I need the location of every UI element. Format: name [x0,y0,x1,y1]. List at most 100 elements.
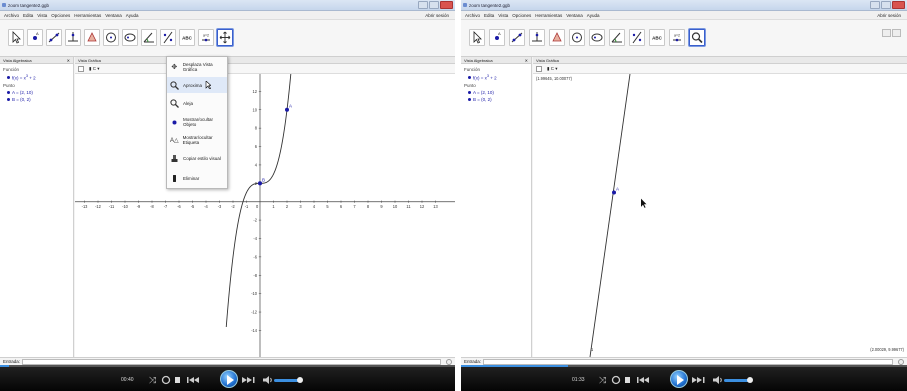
sign-in-link[interactable]: Abrir sesión [425,13,449,18]
angle-tool[interactable] [609,29,625,46]
previous-icon[interactable] [187,377,199,383]
point-tool[interactable]: A [27,29,43,46]
menu-item-show-hide-label[interactable]: A△ Mostrar/ocultar Etiqueta [167,132,227,148]
visibility-dot-icon[interactable] [468,97,471,101]
sign-in-link[interactable]: Abrir sesión [877,13,901,18]
redo-button[interactable] [892,29,901,37]
menu-ventana[interactable]: Ventana [566,13,583,18]
stop-icon[interactable] [175,377,180,383]
repeat-icon[interactable] [161,375,171,385]
close-view-icon[interactable]: ✕ [524,58,528,63]
menu-item-show-hide-object[interactable]: Mostrar/ocultar Objeto [167,114,227,130]
menu-edita[interactable]: Edita [484,13,495,18]
text-tool[interactable]: ABC [179,29,195,46]
polygon-tool[interactable] [84,29,100,46]
undo-button[interactable] [882,29,891,37]
previous-icon[interactable] [637,377,649,383]
function-curve-f[interactable] [225,74,292,328]
menu-opciones[interactable]: Opciones [512,13,532,18]
point-tool[interactable]: A [489,29,505,46]
category-funcion[interactable]: Función [3,67,20,72]
zoom-in-tool[interactable] [689,29,705,46]
minimize-button[interactable] [870,1,880,9]
close-button[interactable] [892,1,905,9]
category-funcion[interactable]: Función [464,67,481,72]
polygon-tool[interactable] [549,29,565,46]
coordinate-plane[interactable]: -13 -12 -11 -10 -9 -8 -7 -6 -5 -4 -3 -2 -1 0 1 2 3 4 5 6 7 8 9… [75,74,455,357]
move-tool[interactable] [469,29,485,46]
point-a[interactable] [612,190,616,195]
menu-herramientas[interactable]: Herramientas [74,13,102,18]
next-icon[interactable] [692,377,705,383]
repeat-icon[interactable] [611,375,621,385]
menu-vista[interactable]: Vista [37,13,48,18]
volume-slider[interactable] [724,377,753,383]
perpendicular-tool[interactable] [65,29,81,46]
algebra-object-f[interactable]: f(x) = x3 + 2 [3,73,70,82]
stop-icon[interactable] [625,377,630,383]
category-punto[interactable]: Punto [3,82,15,88]
graphics-canvas[interactable]: -13 -12 -11 -10 -9 -8 -7 -6 -5 -4 -3 -2 -1 0 1 2 3 4 5 6 7 8 9… [75,74,455,357]
angle-tool[interactable] [141,29,157,46]
slider-tool[interactable]: a=2 [669,29,685,46]
line-tool[interactable] [46,29,62,46]
menu-ayuda[interactable]: Ayuda [125,13,139,18]
style-bar-options[interactable]: ▮ C ▾ [89,66,100,71]
algebra-object-b[interactable]: B = (0, 2) [464,96,528,103]
reflect-tool[interactable] [160,29,176,46]
visibility-dot-icon[interactable] [468,75,471,79]
perpendicular-tool[interactable] [529,29,545,46]
input-help-icon[interactable] [898,359,904,365]
close-button[interactable] [440,1,453,9]
menu-item-delete[interactable]: Eliminar [167,170,227,186]
shuffle-icon[interactable]: ⤨ [149,376,157,386]
maximize-button[interactable] [429,1,439,9]
point-b[interactable] [258,181,262,186]
reflect-tool[interactable] [629,29,645,46]
algebra-object-f[interactable]: f(x) = x3 + 2 [464,73,528,82]
text-tool[interactable]: ABC [649,29,665,46]
move-graphics-view-tool[interactable] [217,29,233,46]
line-tool[interactable] [509,29,525,46]
play-button[interactable] [220,370,238,388]
menu-edita[interactable]: Edita [23,13,34,18]
axes-toggle[interactable] [536,66,542,72]
graphics-canvas[interactable]: (1.99645, 10.00077) A 1 (2.00029, 9.9967… [533,74,907,357]
algebra-object-a[interactable]: A = (2, 10) [3,89,70,96]
menu-archivo[interactable]: Archivo [4,13,20,18]
visibility-dot-icon[interactable] [468,90,471,94]
menu-herramientas[interactable]: Herramientas [535,13,563,18]
seek-bar[interactable] [461,365,907,367]
slider-tool[interactable]: a=2 [198,29,214,46]
volume-icon[interactable] [263,376,272,384]
shuffle-icon[interactable]: ⤨ [599,376,607,386]
category-punto[interactable]: Punto [464,82,476,88]
volume-slider[interactable] [274,377,303,383]
algebra-object-b[interactable]: B = (0, 2) [3,96,70,103]
tangent-curve[interactable] [589,74,631,357]
menu-item-zoom-in[interactable]: Aproxima [167,77,227,93]
visibility-dot-icon[interactable] [7,75,10,79]
menu-vista[interactable]: Vista [498,13,509,18]
conic-tool[interactable] [122,29,138,46]
conic-tool[interactable] [589,29,605,46]
input-help-icon[interactable] [446,359,452,365]
close-view-icon[interactable]: ✕ [66,58,70,63]
circle-tool[interactable] [103,29,119,46]
style-bar-options[interactable]: ▮ C ▾ [547,66,558,71]
input-field[interactable] [22,359,441,365]
move-tool[interactable] [8,29,24,46]
minimize-button[interactable] [418,1,428,9]
visibility-dot-icon[interactable] [7,90,10,94]
point-a[interactable] [285,107,289,112]
menu-ayuda[interactable]: Ayuda [586,13,600,18]
zoomed-coordinate-plane[interactable]: (1.99645, 10.00077) A 1 (2.00029, 9.9967… [533,74,907,357]
visibility-dot-icon[interactable] [7,97,10,101]
algebra-object-a[interactable]: A = (2, 10) [464,89,528,96]
play-button[interactable] [670,370,688,388]
circle-tool[interactable] [569,29,585,46]
axes-toggle[interactable] [78,66,84,72]
next-icon[interactable] [242,377,255,383]
seek-bar[interactable] [0,365,455,367]
menu-opciones[interactable]: Opciones [51,13,71,18]
